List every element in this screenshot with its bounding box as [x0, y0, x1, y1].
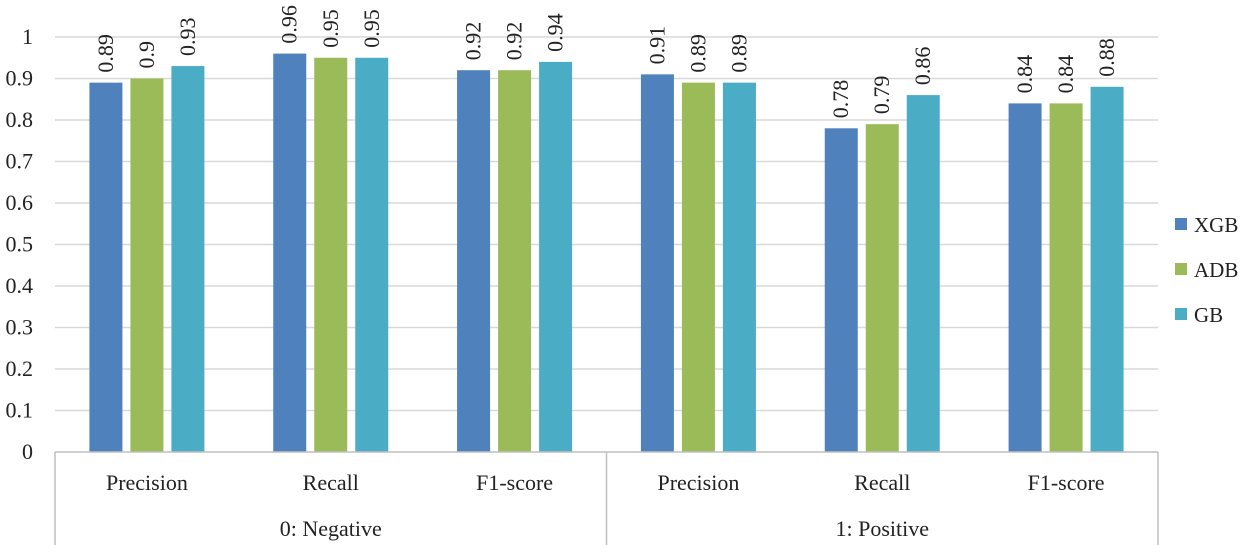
bar-xgb [89, 82, 123, 453]
data-label: 0.96 [277, 5, 302, 44]
category-label: Precision [657, 470, 739, 495]
legend-label: ADB [1194, 258, 1238, 282]
data-label: 0.91 [644, 26, 669, 65]
y-tick-label: 0.9 [6, 66, 34, 91]
y-tick-label: 0.6 [6, 190, 34, 215]
bar-xgb [824, 128, 858, 453]
category-label: Recall [854, 470, 910, 495]
category-label: F1-score [476, 470, 553, 495]
category-label: Precision [106, 470, 188, 495]
data-label: 0.79 [869, 76, 894, 115]
bar-adb [681, 82, 715, 453]
bar-xgb [273, 53, 307, 452]
legend-swatch-adb [1175, 263, 1187, 275]
y-tick-label: 0.7 [6, 149, 34, 174]
data-label: 0.89 [685, 34, 710, 73]
bar-gb [171, 66, 205, 453]
data-label: 0.92 [461, 22, 486, 61]
data-labels: 0.89 0.96 0.92 0.91 0.78 0.84 0.9 0.95 0.92 0.89 0… [93, 5, 1119, 118]
y-tick-label: 0.5 [6, 232, 34, 257]
y-tick-label: 0.4 [6, 273, 34, 298]
data-label: 0.95 [318, 9, 343, 48]
data-label: 0.9 [134, 41, 159, 69]
bar-gb [539, 61, 573, 453]
bar-adb [498, 70, 532, 452]
bars [89, 53, 1124, 453]
y-tick-label: 0.1 [6, 398, 34, 423]
bar-adb [314, 57, 348, 452]
y-tick-label: 0.8 [6, 107, 34, 132]
group-label: 0: Negative [280, 516, 382, 541]
bar-adb [130, 78, 164, 452]
category-label: F1-score [1028, 470, 1105, 495]
y-axis-ticks: 0 0.1 0.2 0.3 0.4 0.5 0.6 0.7 0.8 0.9 1 [6, 24, 34, 464]
bar-gb [355, 57, 389, 452]
group-label: 1: Positive [835, 516, 929, 541]
legend: XGB ADB GB [1175, 213, 1238, 327]
x-axis: Precision Recall F1-score Precision Recall F1… [54, 451, 1159, 545]
data-label: 0.94 [543, 13, 568, 52]
bar-xgb [457, 70, 491, 452]
data-label: 0.89 [93, 34, 118, 72]
data-label: 0.89 [726, 34, 751, 73]
data-label: 0.78 [828, 80, 853, 119]
bar-gb [722, 82, 756, 453]
data-label: 0.92 [502, 22, 527, 61]
bar-adb [865, 124, 899, 453]
y-tick-label: 0.2 [6, 356, 34, 381]
y-tick-label: 1 [22, 24, 33, 49]
data-label: 0.84 [1053, 55, 1078, 94]
category-label: Recall [303, 470, 359, 495]
y-tick-label: 0 [22, 439, 33, 464]
bar-xgb [640, 74, 674, 452]
data-label: 0.95 [359, 9, 384, 48]
data-label: 0.88 [1094, 38, 1119, 77]
legend-swatch-gb [1175, 308, 1187, 320]
data-label: 0.93 [175, 18, 200, 57]
bar-gb [1090, 86, 1124, 453]
bar-gb [906, 95, 940, 452]
data-label: 0.86 [910, 47, 935, 86]
data-label: 0.84 [1012, 55, 1037, 94]
legend-swatch-xgb [1175, 218, 1187, 230]
y-tick-label: 0.3 [6, 315, 34, 340]
gridlines [55, 36, 1158, 412]
bar-adb [1049, 103, 1083, 453]
legend-label: XGB [1194, 213, 1238, 237]
legend-label: GB [1194, 303, 1223, 327]
bar-xgb [1008, 103, 1042, 453]
